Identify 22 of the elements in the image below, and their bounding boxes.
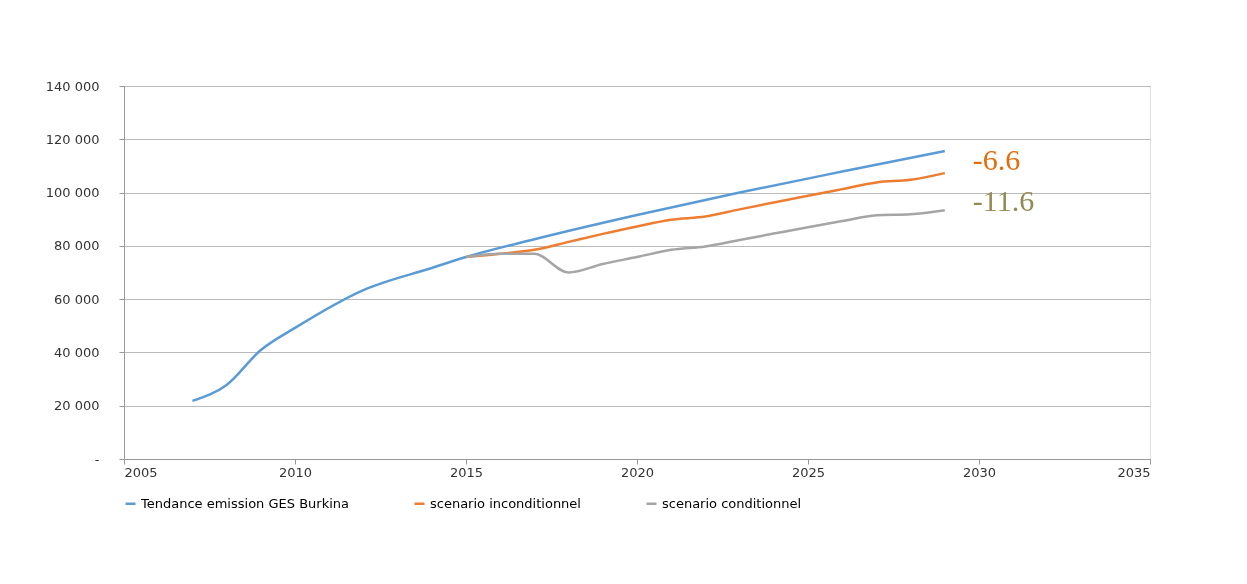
legend-label: scenario inconditionnel: [430, 495, 581, 511]
x-tick-label: 2010: [278, 464, 313, 480]
y-tick-label: 140 000: [45, 78, 100, 94]
legend-label: scenario conditionnel: [662, 495, 802, 511]
y-tick-label: 60 000: [54, 291, 100, 307]
x-tick-label: 2020: [620, 464, 655, 480]
legend-label: Tendance emission GES Burkina: [140, 495, 349, 511]
x-tick-label: 2035: [1117, 464, 1151, 480]
y-tick-label: 80 000: [54, 238, 100, 254]
x-tick-label: 2015: [449, 464, 484, 480]
line-series: [464, 208, 947, 274]
x-tick-label: 2030: [962, 464, 997, 480]
y-tick-label: 100 000: [45, 185, 100, 201]
annotation: -11.6: [972, 184, 1035, 218]
y-tick-label: -: [94, 451, 100, 467]
annotation: -6.6: [972, 143, 1021, 177]
y-tick-label: 120 000: [45, 131, 100, 147]
y-tick-label: 40 000: [54, 344, 100, 360]
x-tick-label: 2005: [124, 464, 158, 480]
y-tick-label: 20 000: [54, 398, 100, 414]
x-tick-label: 2025: [791, 464, 826, 480]
line-series: [191, 149, 947, 403]
